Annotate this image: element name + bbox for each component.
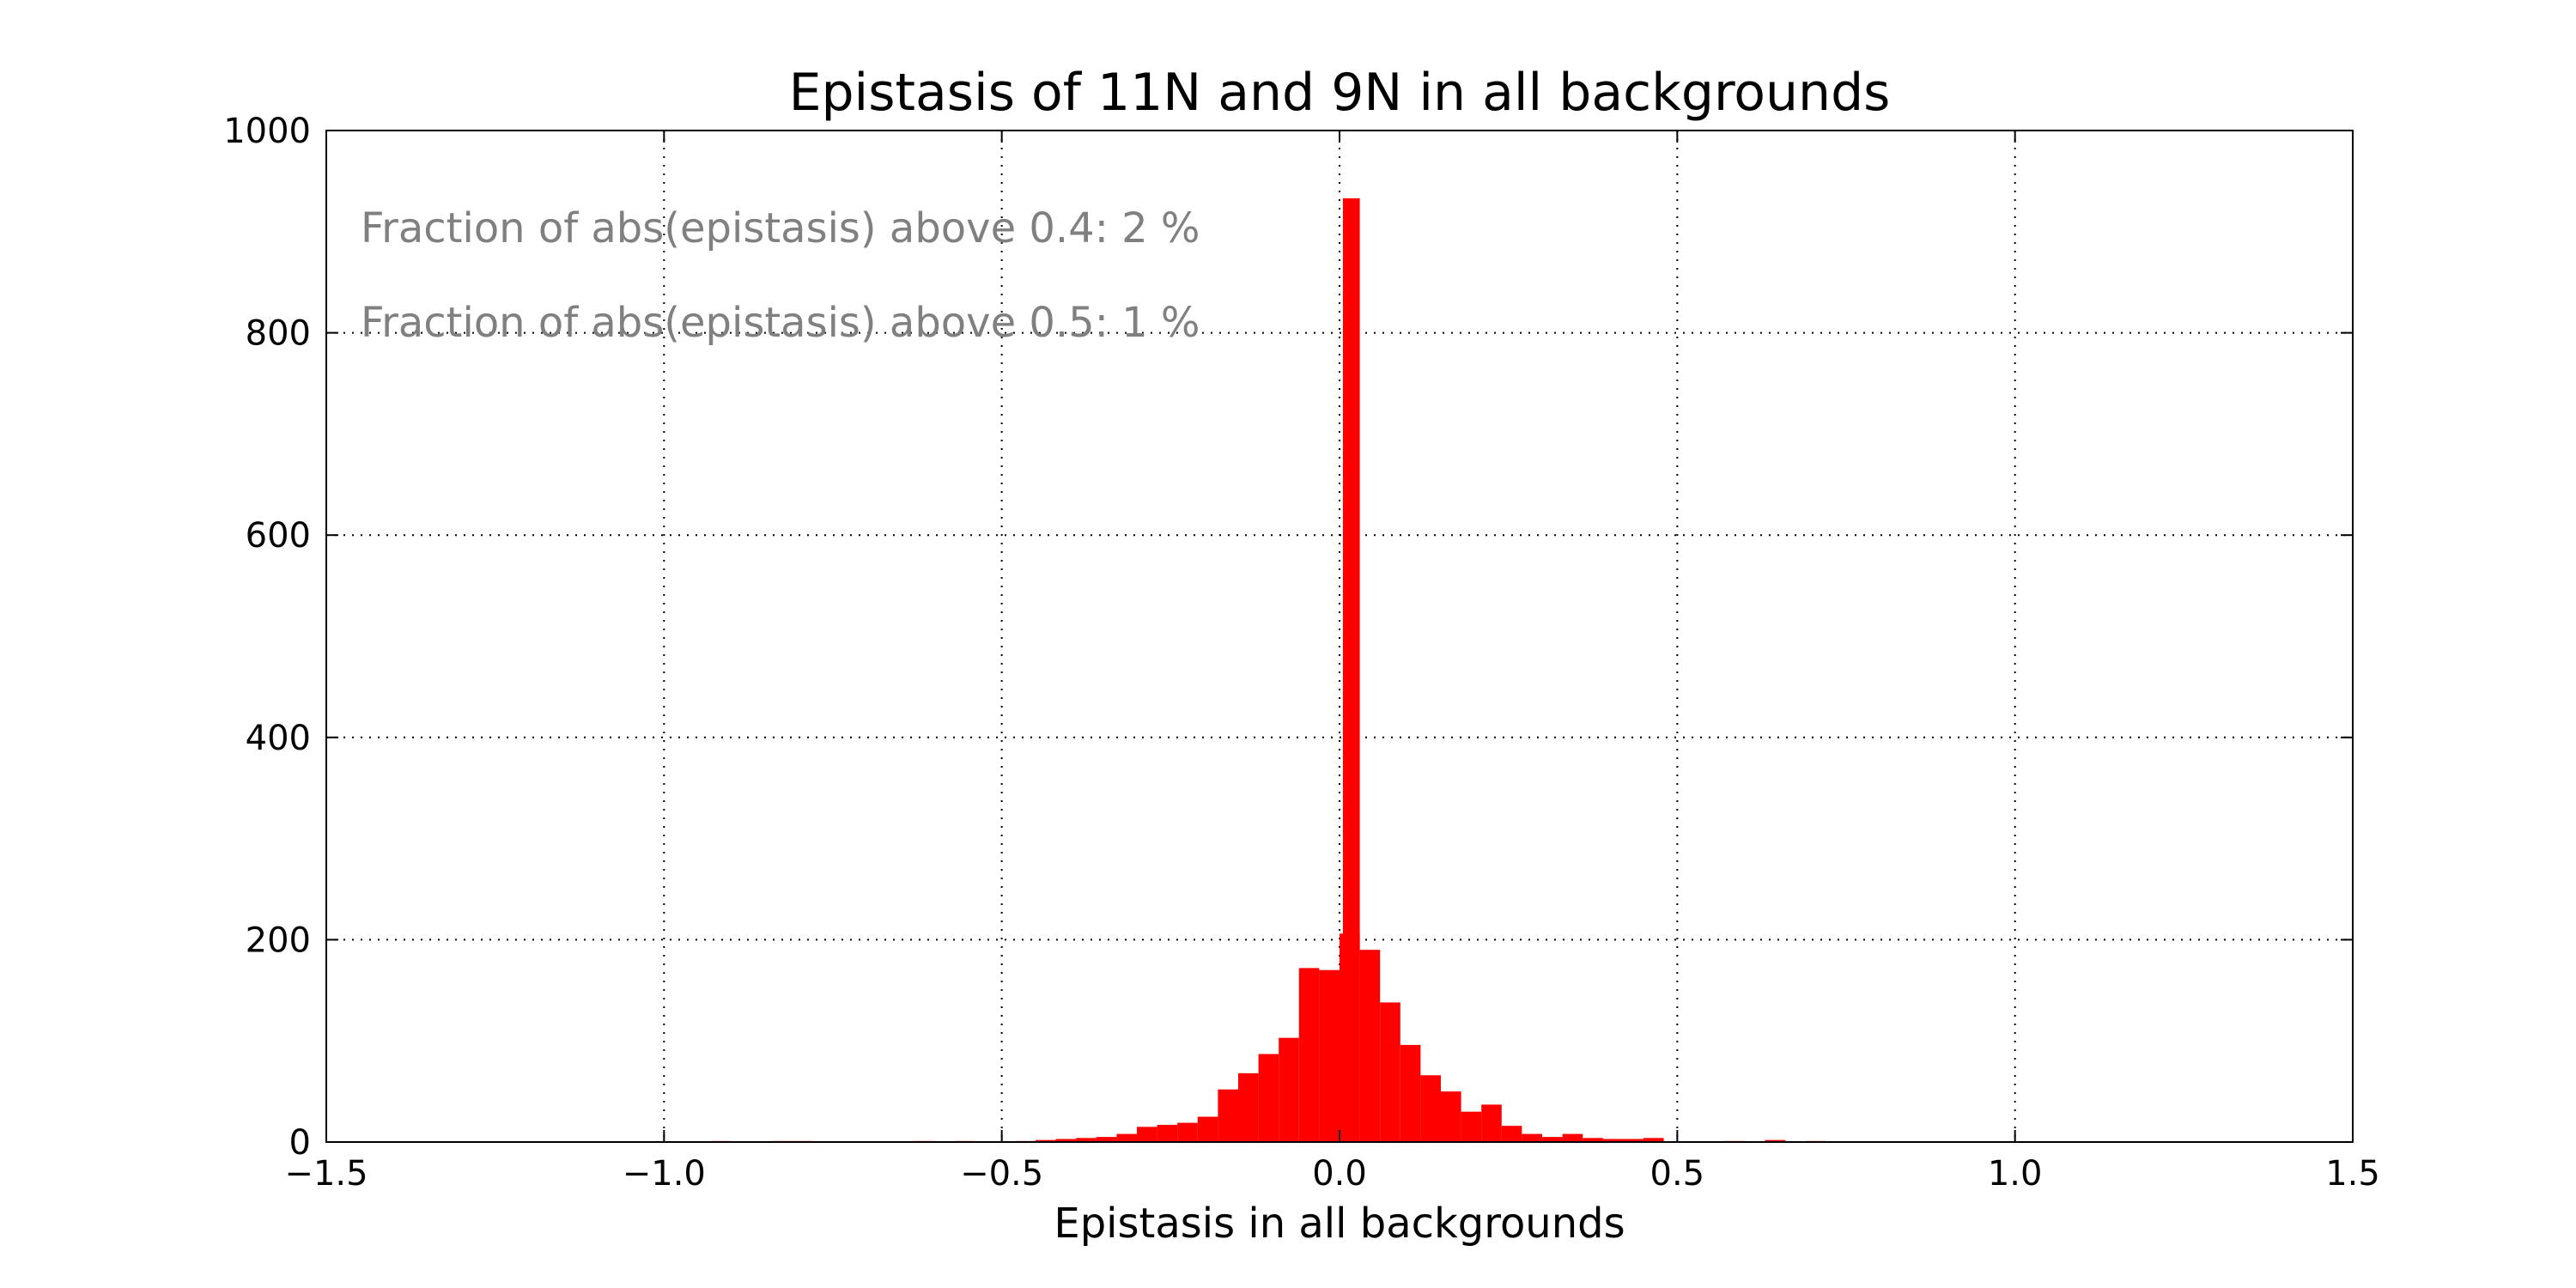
y-tick-label: 1000 xyxy=(223,112,311,151)
histogram-bar xyxy=(1420,1075,1441,1142)
x-tick-labels: −1.5 −1.0 −0.5 0.0 0.5 1.0 1.5 xyxy=(284,1154,2379,1194)
histogram-bar xyxy=(1137,1127,1157,1142)
histogram-bar xyxy=(1765,1139,1786,1142)
histogram-bar-peak xyxy=(1342,197,1360,1142)
histogram-bar xyxy=(1583,1138,1603,1142)
histogram-bar xyxy=(1076,1138,1097,1142)
histogram-bar xyxy=(1501,1126,1522,1142)
histogram-bar xyxy=(1602,1139,1624,1142)
histogram-bar xyxy=(1157,1124,1178,1142)
histogram-bar xyxy=(1319,969,1340,1142)
histogram-bar xyxy=(1177,1122,1198,1142)
histogram-bar xyxy=(1036,1139,1056,1142)
histogram-bar xyxy=(1298,968,1320,1142)
y-tick-label: 800 xyxy=(246,314,311,354)
y-tick-label: 600 xyxy=(246,516,311,556)
histogram-bar xyxy=(1380,1002,1400,1142)
x-tick-label: 1.0 xyxy=(1988,1154,2043,1194)
histogram-bar xyxy=(1055,1139,1077,1142)
histogram-bar xyxy=(1218,1089,1238,1142)
histogram-bar xyxy=(1441,1091,1461,1142)
y-tick-label: 0 xyxy=(289,1123,311,1163)
histogram-bar xyxy=(1623,1139,1643,1142)
x-axis-label: Epistasis in all backgrounds xyxy=(1054,1200,1625,1248)
histogram-bar xyxy=(1461,1111,1482,1142)
x-tick-label: −1.5 xyxy=(284,1154,368,1194)
x-tick-label: −1.0 xyxy=(623,1154,706,1194)
x-tick-label: 0.0 xyxy=(1312,1154,1367,1194)
histogram-bar xyxy=(1116,1133,1137,1142)
chart-title: Epistasis of 11N and 9N in all backgroun… xyxy=(789,63,1891,123)
histogram-bar xyxy=(1197,1116,1218,1142)
histogram-bar xyxy=(1096,1137,1117,1142)
histogram-bars xyxy=(711,197,1826,1142)
annotation-fraction-0-4: Fraction of abs(epistasis) above 0.4: 2 … xyxy=(361,204,1200,252)
histogram-bar xyxy=(1400,1044,1421,1142)
x-tick-label: −0.5 xyxy=(960,1154,1043,1194)
annotation-fraction-0-5: Fraction of abs(epistasis) above 0.5: 1 … xyxy=(361,299,1200,347)
histogram-bar xyxy=(1279,1037,1299,1142)
y-tick-labels: 0 200 400 600 800 1000 xyxy=(223,112,311,1163)
histogram-bar xyxy=(1481,1104,1502,1142)
x-tick-label: 0.5 xyxy=(1650,1154,1705,1194)
y-tick-label: 400 xyxy=(246,719,311,758)
histogram-bar xyxy=(1542,1137,1563,1142)
histogram-bar xyxy=(1238,1072,1259,1142)
axis-ticks xyxy=(325,130,2354,1143)
x-tick-label: 1.5 xyxy=(2325,1154,2380,1194)
histogram-bar xyxy=(1562,1133,1583,1142)
histogram-bar xyxy=(1522,1133,1542,1142)
histogram-bar xyxy=(1359,950,1381,1142)
histogram-bar xyxy=(1643,1138,1664,1142)
histogram-bar xyxy=(1258,1054,1279,1142)
y-tick-label: 200 xyxy=(246,920,311,960)
